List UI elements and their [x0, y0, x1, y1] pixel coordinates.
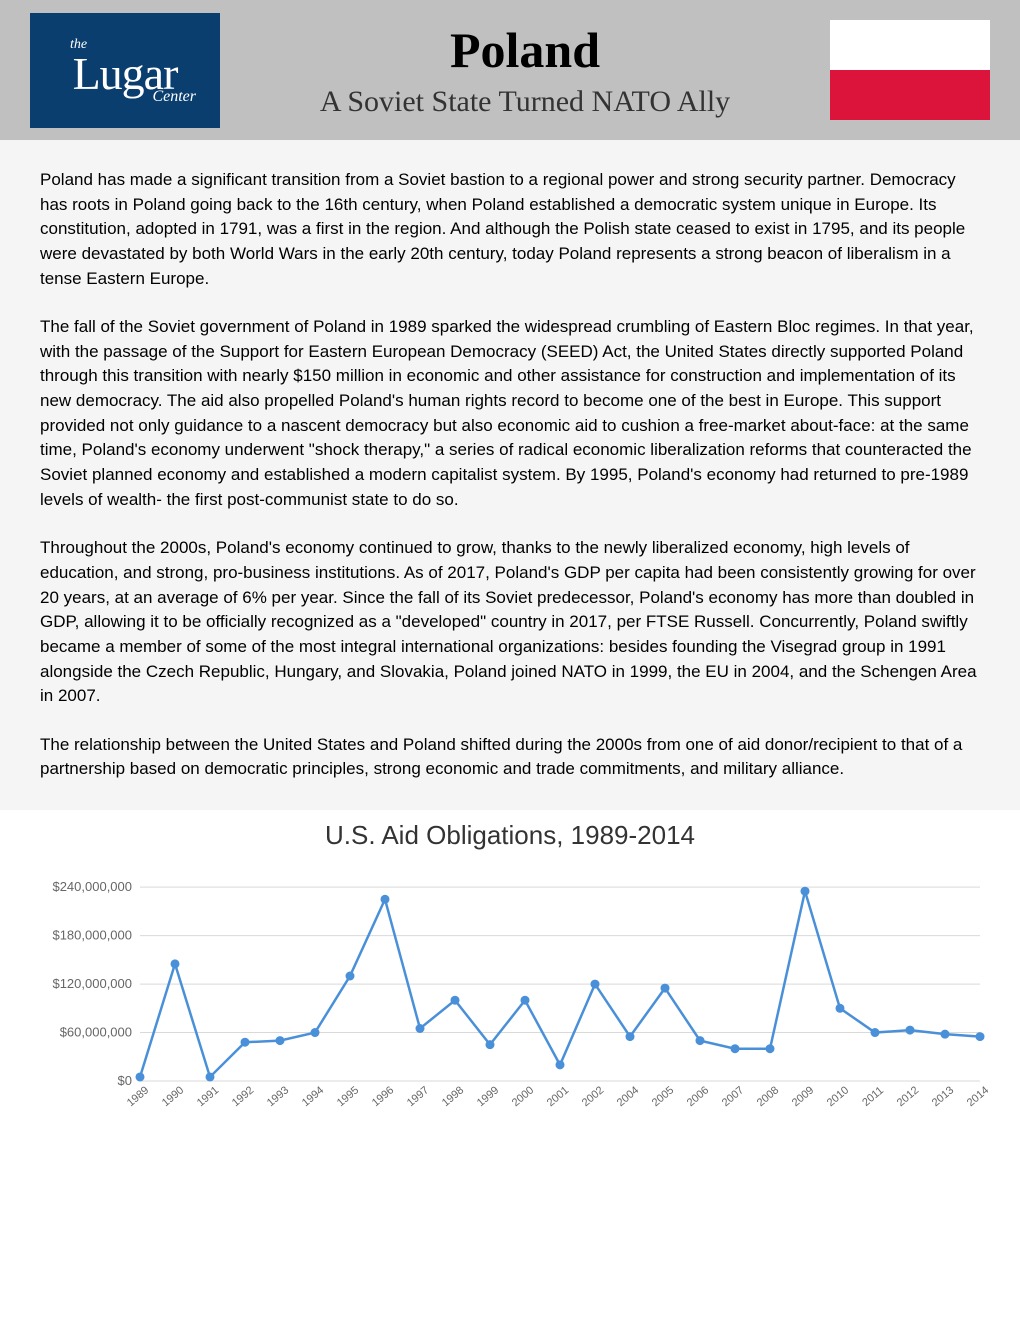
svg-text:1998: 1998 [440, 1084, 466, 1109]
svg-text:1990: 1990 [160, 1084, 186, 1109]
paragraph-4: The relationship between the United Stat… [40, 733, 980, 782]
svg-text:$180,000,000: $180,000,000 [52, 928, 132, 943]
svg-text:2002: 2002 [580, 1084, 606, 1109]
svg-text:1995: 1995 [335, 1084, 361, 1109]
svg-text:2008: 2008 [755, 1084, 781, 1109]
svg-text:1991: 1991 [195, 1084, 221, 1109]
svg-text:2012: 2012 [895, 1084, 921, 1109]
svg-text:2014: 2014 [965, 1084, 990, 1109]
logo-center: Center [152, 88, 196, 106]
svg-text:1994: 1994 [300, 1084, 326, 1109]
logo-the: the [70, 37, 87, 53]
svg-text:1992: 1992 [230, 1084, 256, 1109]
logo: the Lugar Center [30, 13, 220, 128]
svg-text:2004: 2004 [615, 1084, 641, 1109]
svg-text:1993: 1993 [265, 1084, 291, 1109]
svg-text:2011: 2011 [860, 1085, 886, 1109]
flag-icon [830, 20, 990, 120]
svg-text:2000: 2000 [510, 1084, 536, 1109]
svg-text:2013: 2013 [930, 1084, 956, 1109]
svg-text:2009: 2009 [790, 1084, 816, 1109]
flag-bottom [830, 70, 990, 120]
svg-text:1999: 1999 [475, 1084, 501, 1109]
svg-text:$120,000,000: $120,000,000 [52, 976, 132, 991]
title-block: Poland A Soviet State Turned NATO Ally [220, 21, 830, 119]
flag-top [830, 20, 990, 70]
paragraph-1: Poland has made a significant transition… [40, 168, 980, 291]
paragraph-3: Throughout the 2000s, Poland's economy c… [40, 536, 980, 708]
body-text: Poland has made a significant transition… [0, 140, 1020, 810]
header: the Lugar Center Poland A Soviet State T… [0, 0, 1020, 140]
svg-text:2010: 2010 [825, 1084, 851, 1109]
svg-text:$60,000,000: $60,000,000 [60, 1025, 132, 1040]
paragraph-2: The fall of the Soviet government of Pol… [40, 315, 980, 512]
svg-text:2007: 2007 [720, 1084, 746, 1109]
svg-text:2006: 2006 [685, 1084, 711, 1109]
page-title: Poland [220, 21, 830, 79]
svg-text:1997: 1997 [405, 1084, 431, 1109]
chart-title: U.S. Aid Obligations, 1989-2014 [30, 820, 990, 851]
aid-chart: $0 $60,000,000 $120,000,000 $180,000,000 $24… [30, 861, 990, 1121]
svg-text:$240,000,000: $240,000,000 [52, 879, 132, 894]
svg-text:$0: $0 [118, 1073, 132, 1088]
chart-section: U.S. Aid Obligations, 1989-2014 $0 $60,00… [0, 810, 1020, 1146]
page-subtitle: A Soviet State Turned NATO Ally [220, 85, 830, 119]
svg-text:2005: 2005 [650, 1084, 676, 1109]
svg-text:1996: 1996 [370, 1084, 396, 1109]
svg-text:2001: 2001 [545, 1084, 571, 1109]
